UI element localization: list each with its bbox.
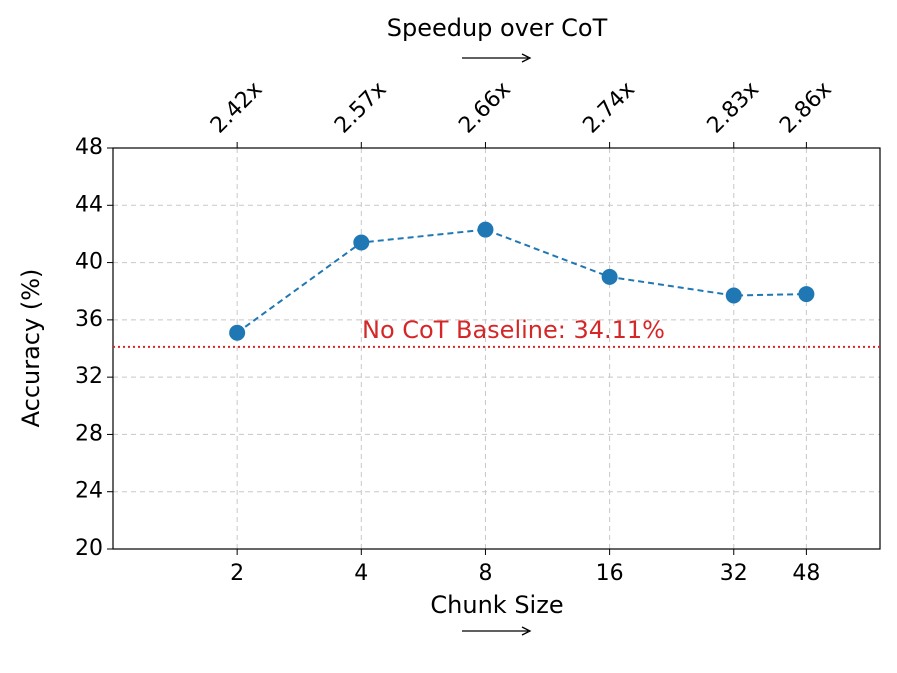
y-tick-label: 48 [75, 135, 103, 160]
x-tick-label: 32 [720, 561, 748, 586]
top-tick-label: 2.86x [775, 77, 837, 139]
top-tick-label: 2.57x [330, 77, 392, 139]
data-point [229, 324, 246, 341]
arrow-head [521, 626, 532, 636]
x-tick-label: 4 [354, 561, 368, 586]
data-line [236, 228, 807, 334]
y-tick-label: 28 [75, 421, 103, 446]
x-tick-label: 16 [596, 561, 624, 586]
data-point [477, 221, 494, 238]
y-axis-title: Accuracy (%) [17, 269, 45, 428]
x-tick-label: 2 [230, 561, 244, 586]
data-point [725, 287, 742, 304]
y-tick-label: 20 [75, 536, 103, 561]
x-tick-label: 8 [478, 561, 492, 586]
y-tick-label: 24 [75, 479, 103, 504]
top-tick-label: 2.74x [578, 77, 640, 139]
data-point [353, 234, 370, 251]
x-axis-title: Chunk Size [430, 591, 563, 619]
top-axis-title: Speedup over CoT [387, 14, 608, 42]
plot-frame [112, 147, 881, 550]
arrow-head [521, 53, 532, 63]
y-tick-label: 44 [75, 192, 103, 217]
y-tick-label: 36 [75, 307, 103, 332]
top-tick-label: 2.42x [206, 77, 268, 139]
top-tick-label: 2.66x [454, 77, 516, 139]
y-tick-label: 40 [75, 250, 103, 275]
data-point [798, 286, 815, 303]
x-tick-label: 48 [792, 561, 820, 586]
baseline-label: No CoT Baseline: 34.11% [362, 316, 665, 344]
data-point [601, 268, 618, 285]
y-tick-label: 32 [75, 364, 103, 389]
top-tick-label: 2.83x [703, 77, 765, 139]
